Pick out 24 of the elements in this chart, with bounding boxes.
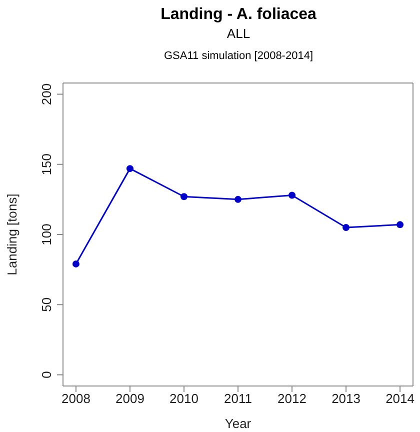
x-axis-title: Year (224, 416, 252, 431)
text: GSA11 simulation [2008-2014] (163, 50, 314, 62)
y-tick-label: 150 (39, 154, 54, 176)
point (288, 192, 296, 199)
x-tick-label: 2012 (278, 391, 306, 406)
x-tick-label: 2008 (62, 391, 90, 406)
x-tick-label: 2009 (116, 391, 144, 406)
y-tick-label: 100 (39, 224, 54, 246)
point (72, 260, 80, 268)
chart-title: Landing - A. foliacea (160, 6, 318, 24)
point (396, 221, 404, 228)
x-tick-label: 2013 (332, 391, 360, 406)
y-tick-label: 50 (39, 297, 54, 312)
x-tick-label: 2014 (386, 391, 414, 406)
point (126, 165, 134, 172)
y-tick-label: 0 (39, 371, 54, 378)
point (342, 224, 350, 231)
point (180, 193, 188, 200)
x-tick-label: 2010 (170, 391, 198, 406)
y-axis-title: Landing [tons] (4, 194, 20, 276)
y-tick-label: 200 (39, 83, 54, 106)
point (234, 196, 242, 203)
chart-subtitle: ALL (226, 26, 252, 41)
x-tick-label: 2011 (224, 391, 252, 406)
